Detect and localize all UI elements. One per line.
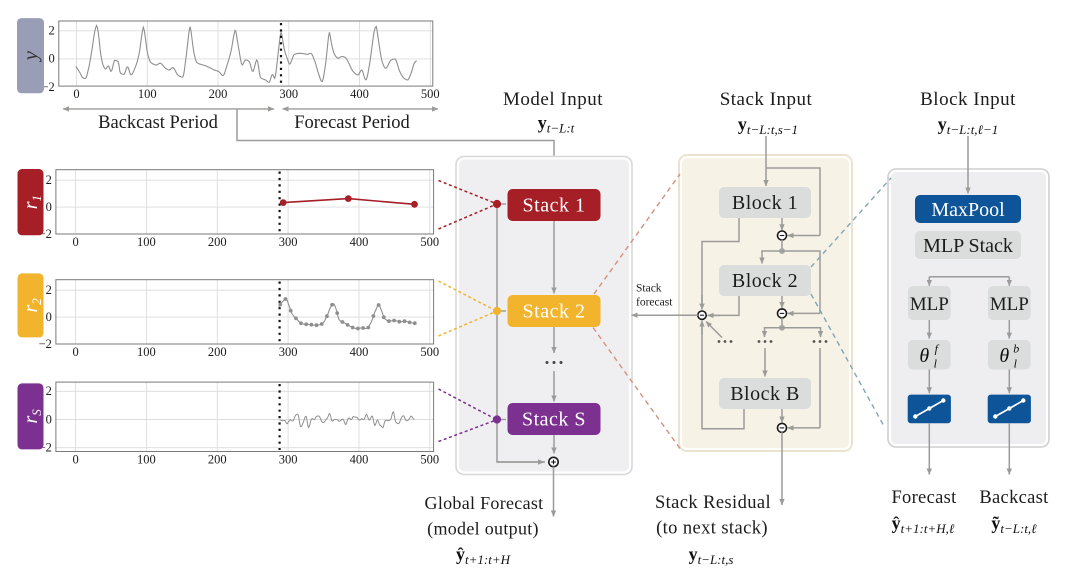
svg-text:0: 0 — [72, 345, 78, 359]
svg-text:500: 500 — [420, 235, 439, 249]
svg-text:θ: θ — [999, 345, 1009, 367]
svg-text:MLP: MLP — [910, 294, 949, 315]
svg-text:Model Input: Model Input — [503, 89, 603, 110]
svg-text:f: f — [935, 342, 940, 356]
svg-text:Block 1: Block 1 — [732, 192, 798, 214]
svg-text:θ: θ — [919, 345, 929, 367]
svg-text:2: 2 — [49, 24, 55, 38]
svg-text:100: 100 — [137, 345, 156, 359]
svg-text:−2: −2 — [41, 80, 54, 94]
svg-text:0: 0 — [46, 310, 52, 324]
svg-text:300: 300 — [279, 235, 298, 249]
svg-text:300: 300 — [279, 453, 298, 467]
svg-text:2: 2 — [46, 173, 52, 187]
svg-text:y: y — [18, 50, 42, 62]
svg-text:100: 100 — [137, 235, 156, 249]
svg-text:0: 0 — [49, 52, 55, 66]
svg-text:b: b — [1013, 342, 1019, 356]
svg-text:0: 0 — [46, 200, 52, 214]
svg-text:500: 500 — [420, 345, 439, 359]
svg-text:Block B: Block B — [730, 383, 800, 405]
svg-text:300: 300 — [279, 87, 298, 101]
svg-text:l: l — [1014, 357, 1018, 371]
svg-text:Block 2: Block 2 — [732, 270, 798, 292]
svg-text:0: 0 — [72, 453, 78, 467]
svg-text:Stack 1: Stack 1 — [523, 195, 586, 217]
svg-text:Stack 2: Stack 2 — [523, 301, 586, 323]
svg-text:Block Input: Block Input — [920, 89, 1016, 110]
svg-text:(to next stack): (to next stack) — [656, 519, 768, 539]
svg-text:500: 500 — [420, 453, 439, 467]
svg-text:Stack Input: Stack Input — [720, 89, 813, 110]
svg-text:Stack S: Stack S — [522, 409, 586, 431]
svg-text:400: 400 — [350, 235, 369, 249]
svg-text:400: 400 — [350, 453, 369, 467]
svg-text:l: l — [934, 357, 938, 371]
svg-text:Backcast Period: Backcast Period — [98, 113, 218, 133]
svg-text:Stack Residual: Stack Residual — [655, 493, 771, 513]
svg-text:100: 100 — [138, 87, 157, 101]
svg-text:Forecast Period: Forecast Period — [294, 113, 410, 133]
svg-text:−2: −2 — [39, 337, 52, 351]
svg-text:500: 500 — [421, 87, 440, 101]
svg-text:200: 200 — [208, 453, 227, 467]
svg-text:200: 200 — [208, 235, 227, 249]
svg-text:2: 2 — [46, 384, 52, 398]
svg-text:MLP Stack: MLP Stack — [923, 235, 1013, 257]
svg-text:200: 200 — [209, 87, 228, 101]
svg-text:2: 2 — [46, 283, 52, 297]
svg-text:0: 0 — [46, 412, 52, 426]
svg-text:0: 0 — [72, 235, 78, 249]
svg-text:MLP: MLP — [990, 294, 1029, 315]
svg-text:Global Forecast: Global Forecast — [425, 493, 544, 513]
svg-text:forecast: forecast — [636, 297, 673, 309]
svg-text:MaxPool: MaxPool — [931, 199, 1005, 221]
svg-text:Stack: Stack — [636, 283, 662, 295]
svg-text:Forecast: Forecast — [891, 488, 957, 508]
svg-text:300: 300 — [279, 345, 298, 359]
svg-text:200: 200 — [208, 345, 227, 359]
svg-text:400: 400 — [350, 87, 369, 101]
svg-text:0: 0 — [73, 87, 79, 101]
svg-text:(model output): (model output) — [427, 519, 539, 540]
svg-text:100: 100 — [137, 453, 156, 467]
svg-text:400: 400 — [350, 345, 369, 359]
svg-text:Backcast: Backcast — [979, 488, 1049, 508]
